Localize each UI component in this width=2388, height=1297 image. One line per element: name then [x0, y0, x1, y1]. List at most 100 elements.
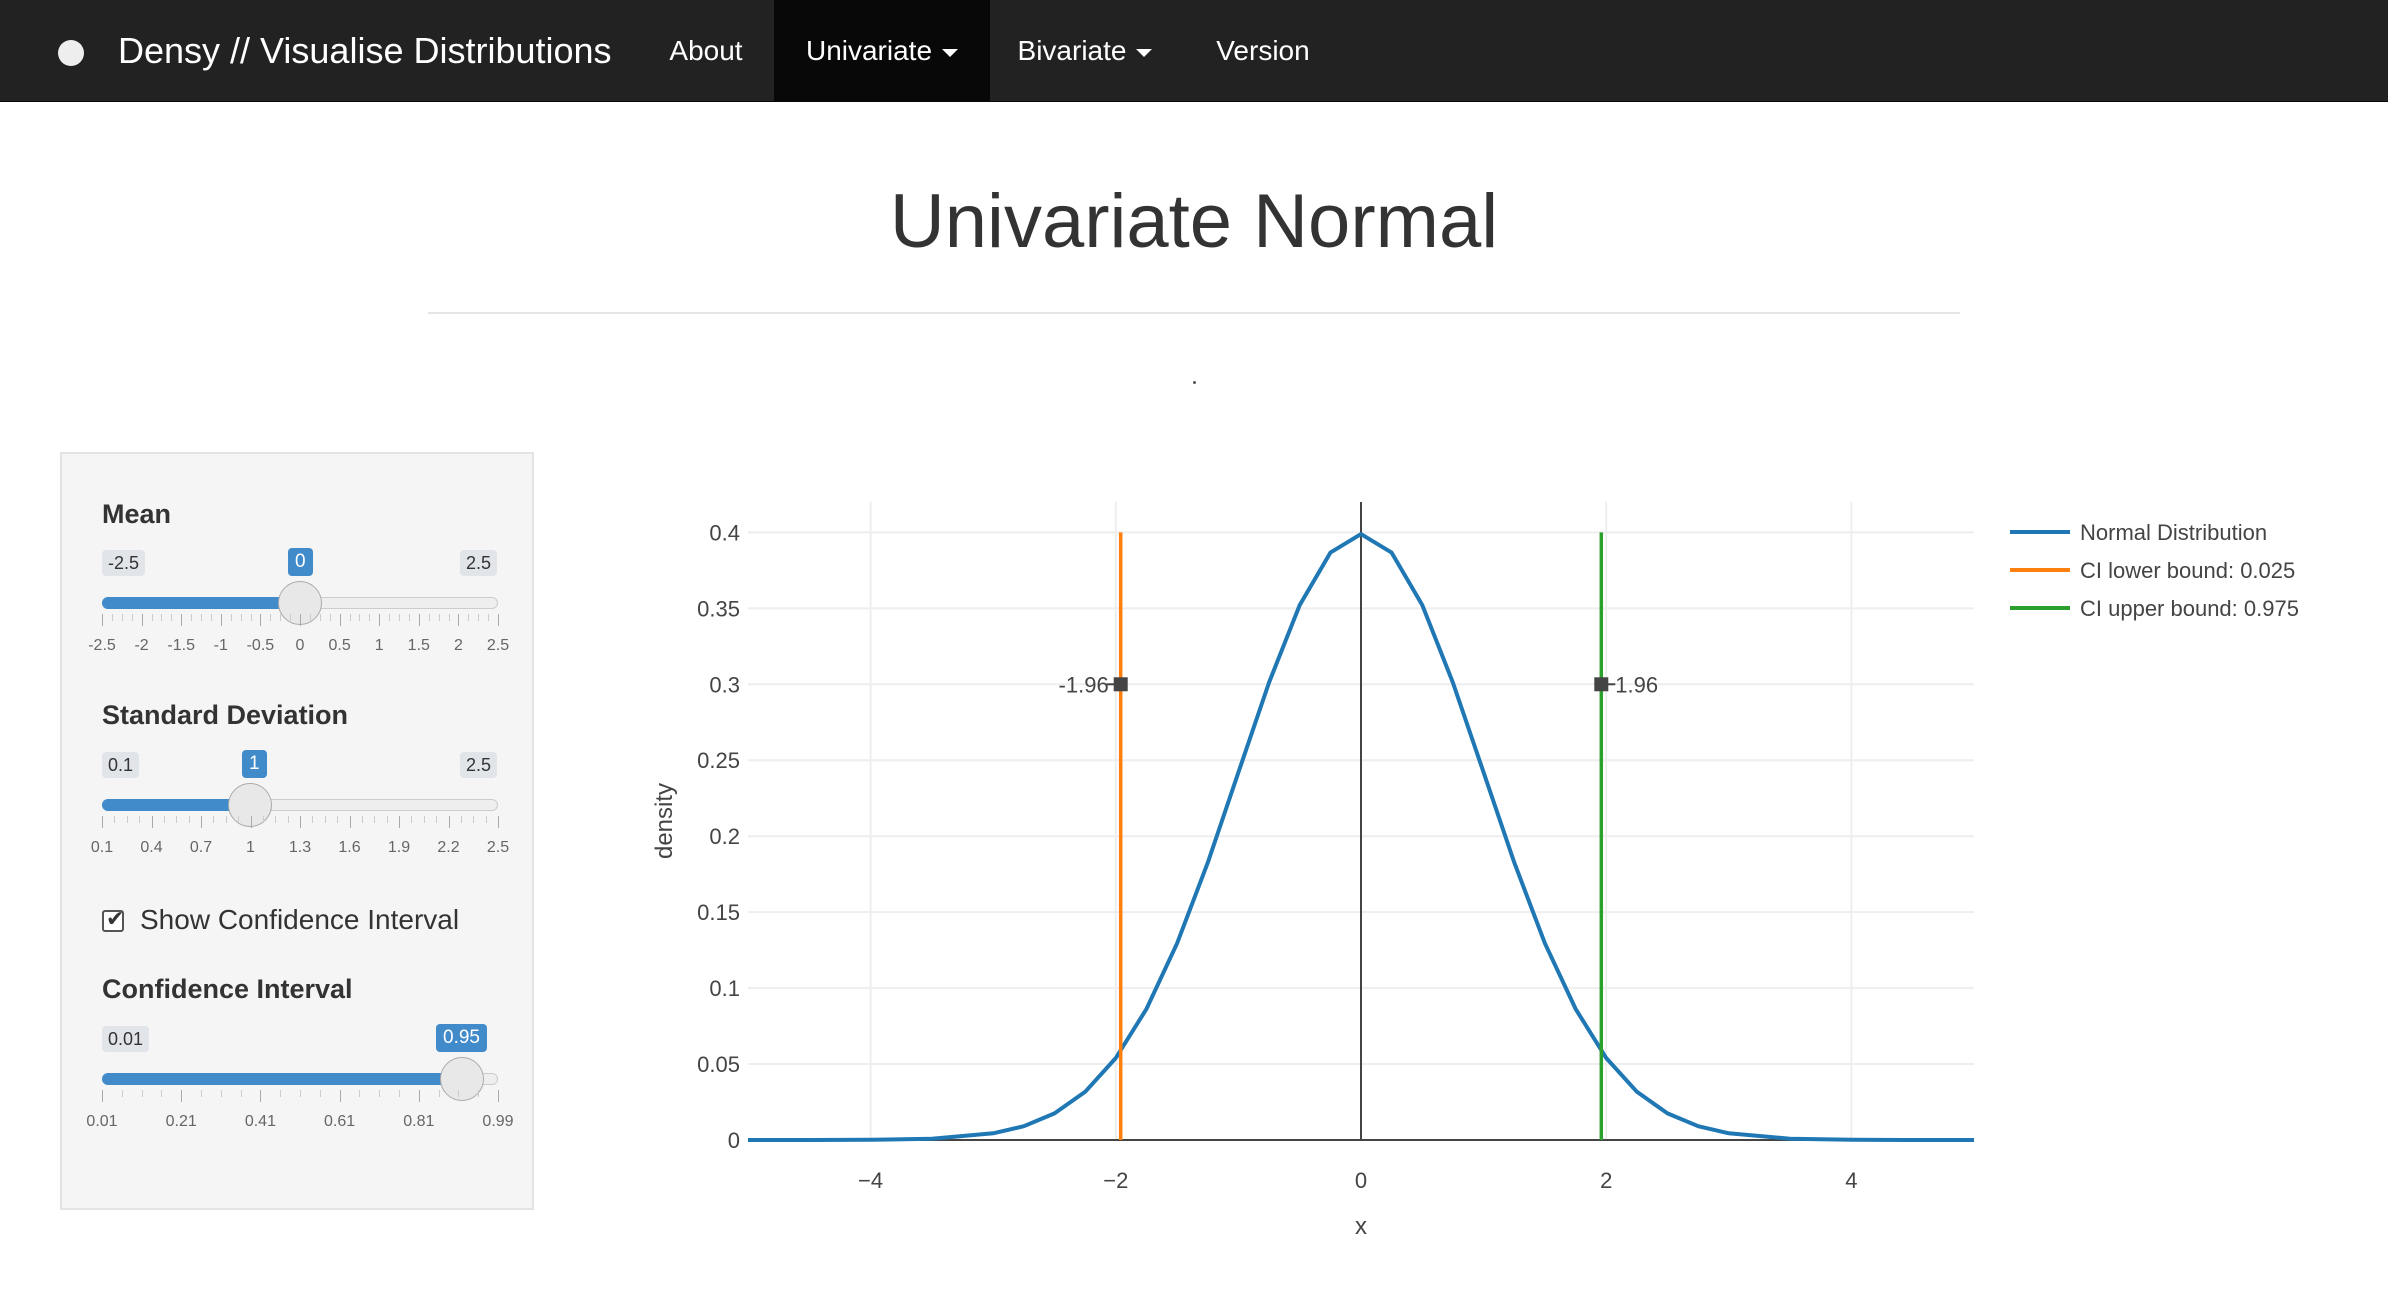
slider-minor-tick — [225, 816, 227, 823]
slider-minor-tick — [374, 816, 376, 823]
slider-minor-tick — [485, 816, 487, 823]
slider-major-tick — [498, 816, 499, 828]
x-tick-label: 0 — [1355, 1168, 1367, 1193]
sd-slider-handle[interactable] — [228, 783, 272, 827]
sd-tick-label: 1.3 — [288, 839, 312, 856]
slider-minor-tick — [379, 1090, 381, 1097]
slider-minor-tick — [188, 816, 190, 823]
slider-minor-tick — [448, 614, 450, 621]
slider-minor-tick — [468, 614, 470, 621]
sd-tick-label: 1 — [246, 839, 255, 856]
slider-minor-tick — [309, 614, 311, 621]
slider-minor-tick — [438, 614, 440, 621]
y-tick-label: 0.05 — [697, 1052, 740, 1077]
slider-major-tick — [151, 816, 153, 828]
brand-title[interactable]: Densy // Visualise Distributions — [118, 30, 612, 71]
sd-slider-fill — [102, 799, 250, 811]
slider-minor-tick — [337, 816, 339, 823]
annotation-label: -1.96 — [1059, 672, 1109, 697]
x-tick-label: 2 — [1600, 1168, 1612, 1193]
show-ci-label[interactable]: Show Confidence Interval — [140, 904, 460, 935]
ci-slider-grid — [102, 1090, 499, 1104]
slider-minor-tick — [473, 816, 475, 823]
ci-slider-handle[interactable] — [440, 1057, 484, 1101]
ci-slider-fill — [102, 1073, 462, 1085]
slider-minor-tick — [139, 816, 141, 823]
slider-minor-tick — [369, 614, 371, 621]
y-tick-label: 0.4 — [709, 520, 740, 545]
nav-univariate[interactable]: Univariate — [774, 0, 990, 101]
slider-minor-tick — [399, 1090, 400, 1097]
sd-tick-label: 0.7 — [189, 839, 213, 856]
slider-minor-tick — [275, 816, 277, 823]
mean-slider-grid — [102, 614, 499, 628]
sd-tick-label: 1.9 — [387, 839, 411, 856]
slider-major-tick — [339, 614, 341, 626]
slider-major-tick — [181, 614, 183, 626]
slider-minor-tick — [428, 614, 430, 621]
slider-major-tick — [458, 614, 460, 626]
slider-minor-tick — [280, 1090, 282, 1097]
mean-label: Mean — [102, 499, 172, 529]
x-tick-label: −4 — [858, 1168, 883, 1193]
ci-tick-label: 0.21 — [165, 1113, 197, 1130]
nav-bivariate[interactable]: Bivariate — [996, 0, 1174, 101]
slider-minor-tick — [220, 1090, 222, 1097]
legend-entry: CI upper bound: 0.975 — [2080, 596, 2299, 621]
slider-minor-tick — [349, 614, 351, 621]
slider-major-tick — [379, 614, 381, 626]
slider-minor-tick — [458, 1090, 460, 1097]
ci-tick-label: 0.81 — [403, 1113, 435, 1130]
slider-minor-tick — [121, 614, 123, 621]
y-tick-label: 0.35 — [697, 596, 740, 621]
y-tick-label: 0.1 — [709, 976, 740, 1001]
mean-tick-label: 0.5 — [328, 637, 351, 654]
slider-major-tick — [498, 1090, 499, 1102]
slider-major-tick — [220, 614, 222, 626]
sd-tick-label: 2.2 — [437, 839, 460, 856]
slider-major-tick — [399, 816, 400, 828]
slider-minor-tick — [280, 614, 282, 621]
slider-minor-tick — [240, 614, 242, 621]
mean-min-label: -2.5 — [102, 550, 146, 576]
mean-tick-label: -1 — [213, 637, 228, 654]
ci-tick-label: 0.61 — [324, 1113, 356, 1130]
y-tick-label: 0.2 — [709, 824, 740, 849]
y-tick-label: 0.15 — [697, 900, 740, 925]
slider-major-tick — [418, 1090, 420, 1102]
slider-minor-tick — [399, 614, 400, 621]
slider-minor-tick — [210, 614, 212, 621]
sd-min-label: 0.1 — [102, 752, 140, 778]
mean-tick-label: -1.5 — [167, 637, 195, 654]
caret-down-icon — [1136, 48, 1153, 57]
ci-tick-label: 0.01 — [86, 1113, 118, 1130]
title-divider — [428, 312, 1960, 314]
sd-label: Standard Deviation — [102, 700, 349, 730]
show-ci-checkbox[interactable]: ✔ — [102, 906, 124, 932]
x-axis-title: x — [1355, 1213, 1367, 1240]
loading-dot — [1193, 381, 1196, 384]
nav-version[interactable]: Version — [1216, 35, 1310, 66]
slider-minor-tick — [329, 614, 331, 621]
slider-major-tick — [250, 816, 252, 828]
mean-tick-label: 1.5 — [407, 637, 430, 654]
legend-entry: Normal Distribution — [2080, 520, 2267, 545]
slider-minor-tick — [386, 816, 388, 823]
slider-major-tick — [300, 816, 301, 828]
slider-minor-tick — [312, 816, 314, 823]
nav-about[interactable]: About — [669, 35, 743, 66]
ci-tick-label: 0.99 — [482, 1113, 514, 1130]
x-tick-label: −2 — [1103, 1168, 1128, 1193]
slider-major-tick — [141, 614, 143, 626]
slider-minor-tick — [201, 1090, 202, 1097]
slider-major-tick — [300, 614, 301, 626]
slider-minor-tick — [161, 1090, 163, 1097]
sd-tick-label: 1.6 — [338, 839, 361, 856]
checkmark-icon: ✔ — [106, 906, 125, 931]
mean-tick-label: 2 — [453, 637, 463, 654]
slider-minor-tick — [171, 614, 173, 621]
sd-tick-label: 0.4 — [140, 839, 163, 856]
slider-minor-tick — [287, 816, 289, 823]
density-chart[interactable]: 0 0.05 0.1 0.15 0.2 0.25 0.3 0.35 0.4 −4 −2 0 2 4 x den… — [620, 480, 2388, 1260]
sd-tick-label: 0.1 — [90, 839, 114, 856]
